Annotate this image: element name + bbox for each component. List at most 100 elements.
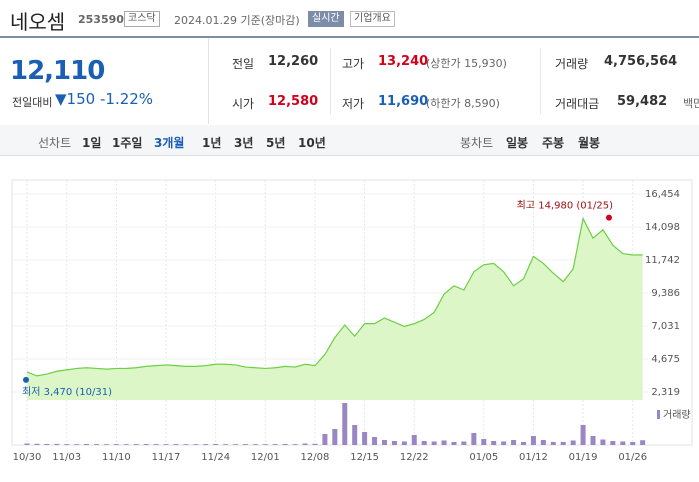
- volume-bar: [133, 444, 139, 445]
- volume-bar: [272, 444, 278, 445]
- tab-label: 선차트: [38, 136, 72, 150]
- tab-bar: [0, 125, 699, 156]
- x-tick-label: 12/08: [301, 452, 330, 463]
- volume-bar: [550, 442, 556, 445]
- plot-frame: [11, 179, 693, 446]
- volume-bar: [372, 437, 378, 445]
- volume-bar: [153, 444, 159, 445]
- x-tick-label: 12/15: [350, 452, 379, 463]
- base-date: 2024.01.29 기준(장마감): [174, 14, 300, 27]
- price-line: [26, 216, 643, 377]
- volume-bar: [471, 433, 477, 445]
- x-tick-label: 01/12: [519, 452, 548, 463]
- volume-bar: [560, 442, 566, 445]
- y-tick-label: 2,319: [651, 387, 680, 398]
- change-label: 전일대비: [12, 96, 53, 109]
- item-value: 12,260: [268, 54, 319, 69]
- y-tick-label: 16,454: [645, 189, 680, 200]
- item-value: 12,580: [268, 94, 319, 109]
- high-marker: [606, 214, 612, 221]
- tab[interactable]: 주봉: [542, 136, 565, 150]
- tab[interactable]: 3년: [234, 136, 254, 150]
- volume-bar: [511, 440, 517, 445]
- item-extra: (하한가 8,590): [426, 97, 500, 110]
- volume-bar: [381, 440, 387, 445]
- x-tick-label: 11/24: [201, 452, 230, 463]
- volume-bar: [491, 441, 497, 445]
- tab[interactable]: 1년: [202, 136, 222, 150]
- item-label: 저가: [342, 97, 365, 111]
- tab[interactable]: 5년: [266, 136, 286, 150]
- volume-bar: [173, 444, 179, 445]
- item-value: 59,482: [617, 94, 668, 109]
- volume-bar: [570, 440, 576, 445]
- volume-bar: [411, 435, 417, 445]
- x-tick-label: 01/19: [569, 452, 598, 463]
- tab[interactable]: 일봉: [506, 136, 529, 150]
- price-area: [27, 218, 643, 400]
- volume-legend: 거래량: [663, 409, 691, 421]
- item-label: 전일: [232, 57, 255, 71]
- item-value: 13,240: [378, 54, 429, 69]
- volume-bar: [530, 436, 536, 445]
- volume-bar: [64, 444, 70, 445]
- tab[interactable]: 3개월: [154, 136, 185, 150]
- chart: 10/30 11/03 11/10 11/17 11/24 12/01 12/08 12/15…: [11, 179, 693, 463]
- change: ▼150: [55, 90, 96, 108]
- tab[interactable]: 1일: [82, 136, 102, 150]
- volume-bar: [292, 444, 298, 445]
- x-tick-label: 01/26: [618, 452, 647, 463]
- volume-bar: [312, 443, 318, 445]
- tab-label: 봉차트: [460, 136, 494, 150]
- volume-bar: [630, 442, 636, 445]
- divider: [540, 48, 541, 114]
- y-tick-label: 14,098: [645, 222, 680, 233]
- change-pct: -1.22%: [100, 90, 154, 108]
- volume-bar: [213, 444, 219, 445]
- realtime-button[interactable]: 실시간: [308, 11, 344, 27]
- volume-bar: [501, 441, 507, 445]
- y-tick-label: 11,742: [645, 255, 680, 266]
- x-tick-label: 10/30: [13, 452, 42, 463]
- high-label: 최고 14,980 (01/25): [517, 200, 613, 212]
- volume-bar: [302, 443, 308, 445]
- market-badge: 코스닥: [124, 11, 160, 27]
- y-tick-label: 4,675: [651, 354, 680, 365]
- volume-bar: [352, 425, 358, 445]
- volume-bar: [262, 444, 268, 445]
- item-value: 4,756,564: [604, 54, 678, 69]
- volume-bar: [540, 440, 546, 445]
- item-label: 시가: [232, 97, 255, 111]
- volume-bar: [183, 444, 189, 445]
- item-extra: (상한가 15,930): [426, 57, 507, 70]
- x-tick-label: 01/05: [469, 452, 498, 463]
- volume-bar: [193, 444, 199, 445]
- volume-bar: [391, 441, 397, 445]
- stock-name: 네오셈: [10, 10, 66, 34]
- volume-bar: [421, 441, 427, 445]
- stock-code: 253590: [78, 13, 124, 26]
- volume-bar: [441, 440, 447, 445]
- tab[interactable]: 1주일: [112, 136, 143, 150]
- x-tick-label: 11/10: [102, 452, 131, 463]
- divider: [330, 48, 331, 114]
- item-label: 거래대금: [555, 97, 600, 111]
- tab[interactable]: 10년: [298, 136, 326, 150]
- volume-bar: [322, 434, 328, 445]
- volume-bar: [590, 436, 596, 445]
- volume-bar: [24, 443, 30, 445]
- change-value: 150: [66, 90, 96, 108]
- volume-bar: [203, 444, 209, 445]
- volume-bar: [54, 443, 60, 445]
- volume-bar: [123, 444, 129, 445]
- low-marker: [23, 376, 29, 383]
- volume-bar: [401, 441, 407, 445]
- y-tick-label: 7,031: [651, 321, 680, 332]
- volume-bar: [74, 444, 80, 445]
- price: 12,110: [10, 56, 105, 86]
- volume-bar: [521, 442, 526, 445]
- volume-bar: [580, 425, 586, 445]
- company-button[interactable]: 기업개요: [350, 11, 395, 27]
- volume-bar: [600, 439, 606, 445]
- tab[interactable]: 월봉: [578, 136, 601, 150]
